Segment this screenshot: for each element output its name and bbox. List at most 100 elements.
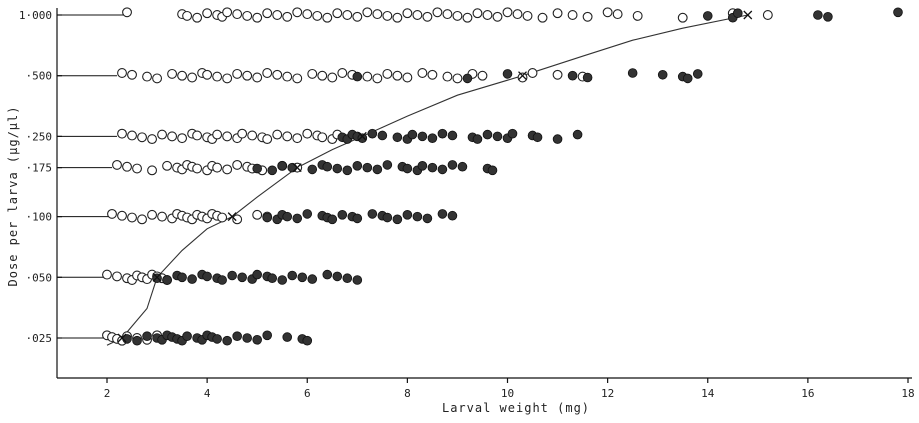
open-circle-point-0.1-3: [137, 214, 147, 225]
open-circle-point-1-30: [452, 10, 463, 21]
open-circle-point-0.25-1: [127, 130, 137, 141]
open-circle-point-0.5-9: [212, 71, 223, 82]
fitted-curve-group: [106, 14, 748, 346]
open-circle-point-1-40: [567, 10, 578, 20]
filled-circle-point-0.025-22: [302, 335, 313, 346]
y-tick-label-2: ·100: [26, 211, 53, 224]
open-circle-point-1-20: [352, 11, 363, 22]
filled-circle-point-0.1-17: [412, 211, 423, 222]
open-circle-point-1-9: [242, 10, 253, 21]
filled-circle-point-0.1-19: [437, 209, 448, 219]
open-circle-point-1-10: [252, 12, 263, 23]
open-circle-point-0.5-8: [202, 69, 213, 80]
open-circle-point-0.5-35: [527, 68, 538, 78]
open-circle-point-0.25-20: [292, 133, 303, 144]
filled-circle-point-0.05-9: [227, 270, 237, 281]
open-circle-point-0.5-6: [187, 72, 198, 83]
cross-point-0.25-0: [357, 131, 367, 141]
filled-circle-point-0.175-18: [437, 164, 448, 175]
data-points: [102, 7, 903, 346]
filled-circle-point-0.05-20: [332, 271, 343, 282]
filled-circle-point-0.5-1: [462, 73, 473, 84]
filled-circle-point-0.05-17: [297, 272, 308, 283]
open-circle-point-1-45: [677, 12, 688, 23]
axes: [56, 8, 912, 379]
open-circle-point-0.1-2: [127, 212, 137, 223]
filled-circle-point-0.1-15: [392, 214, 403, 225]
filled-circle-point-0.1-16: [402, 210, 413, 220]
open-circle-point-1-43: [612, 9, 623, 20]
filled-circle-point-0.25-15: [472, 134, 483, 144]
filled-circle-point-0.5-4: [582, 72, 593, 83]
open-circle-point-0.25-21: [302, 128, 313, 139]
open-circle-point-1-18: [332, 8, 343, 19]
filled-circle-point-0.175-14: [402, 163, 413, 174]
open-circle-point-0.5-28: [417, 68, 428, 78]
filled-circle-point-0.5-3: [567, 70, 578, 81]
open-circle-point-0.5-0: [117, 68, 127, 78]
open-circle-point-0.1-17: [232, 214, 243, 225]
cross-point-0.1-0: [227, 212, 237, 222]
open-circle-point-0.5-34: [517, 72, 528, 83]
open-circle-point-0.25-17: [262, 134, 273, 145]
x-axis-label: Larval weight (mg): [442, 401, 590, 415]
open-circle-point-0.05-0: [102, 269, 112, 280]
open-circle-point-1-37: [522, 10, 533, 21]
open-circle-point-1-2: [182, 10, 193, 21]
open-circle-point-1-41: [582, 11, 593, 22]
filled-circle-point-0.25-19: [507, 128, 518, 139]
x-tick-label-2: 6: [304, 387, 311, 400]
filled-circle-point-0.1-12: [367, 209, 378, 219]
open-circle-point-0.1-5: [157, 211, 168, 222]
filled-circle-point-0.05-16: [287, 270, 298, 281]
open-circle-point-0.5-36: [552, 69, 563, 80]
x-tick-label-8: 18: [901, 387, 914, 400]
open-circle-point-1-29: [442, 9, 453, 20]
filled-circle-point-0.025-15: [222, 335, 232, 346]
filled-circle-point-0.05-15: [277, 275, 288, 285]
open-circle-point-0.25-6: [177, 133, 188, 144]
x-tick-label-7: 16: [801, 387, 814, 400]
filled-circle-point-0.5-8: [682, 73, 693, 84]
filled-circle-point-0.1-3: [282, 211, 293, 222]
open-circle-point-0.1-0: [107, 208, 117, 219]
open-circle-point-1-12: [272, 10, 283, 20]
filled-circle-point-0.25-9: [407, 129, 418, 140]
x-tick-label-5: 12: [601, 387, 614, 400]
filled-circle-point-1-0: [702, 11, 713, 21]
filled-circle-point-0.175-19: [447, 160, 458, 170]
filled-circle-point-0.05-12: [252, 269, 262, 280]
open-circle-point-0.5-2: [142, 71, 153, 82]
x-tick-label-6: 14: [701, 387, 715, 400]
open-circle-point-0.5-23: [362, 71, 373, 82]
filled-circle-point-0.05-19: [322, 269, 333, 280]
filled-circle-point-1-5: [893, 7, 903, 18]
filled-circle-point-0.025-20: [282, 332, 293, 342]
open-circle-point-0.25-8: [192, 130, 203, 141]
filled-circle-point-0.175-3: [287, 162, 298, 173]
open-circle-point-0.5-33: [477, 70, 488, 81]
open-circle-point-1-23: [382, 10, 393, 21]
filled-circle-point-0.05-22: [352, 275, 363, 285]
filled-circle-point-0.25-13: [447, 130, 458, 141]
filled-circle-point-0.025-18: [252, 334, 262, 345]
open-circle-point-0.175-13: [222, 164, 233, 175]
filled-circle-point-0.25-17: [492, 131, 503, 142]
open-circle-point-0.5-21: [337, 68, 348, 78]
open-circle-point-0.175-0: [112, 159, 122, 170]
open-circle-point-0.5-5: [177, 70, 188, 81]
open-circle-point-1-11: [262, 8, 273, 19]
filled-circle-point-0.25-6: [377, 130, 388, 141]
filled-circle-point-0.175-16: [417, 161, 428, 171]
open-circle-point-0.5-3: [152, 73, 163, 84]
open-circle-point-1-15: [302, 9, 313, 20]
filled-circle-point-0.05-8: [217, 275, 227, 285]
filled-circle-point-0.25-7: [392, 132, 403, 143]
open-circle-point-1-22: [372, 9, 383, 20]
open-circle-point-1-14: [292, 7, 303, 18]
filled-circle-point-0.025-16: [232, 331, 242, 342]
open-circle-point-1-36: [512, 9, 523, 20]
open-circle-point-0.175-9: [192, 163, 203, 174]
x-ticks: 2 4 6 8 10 12 14 16 18: [104, 378, 915, 400]
open-circle-point-0.175-3: [147, 165, 158, 176]
